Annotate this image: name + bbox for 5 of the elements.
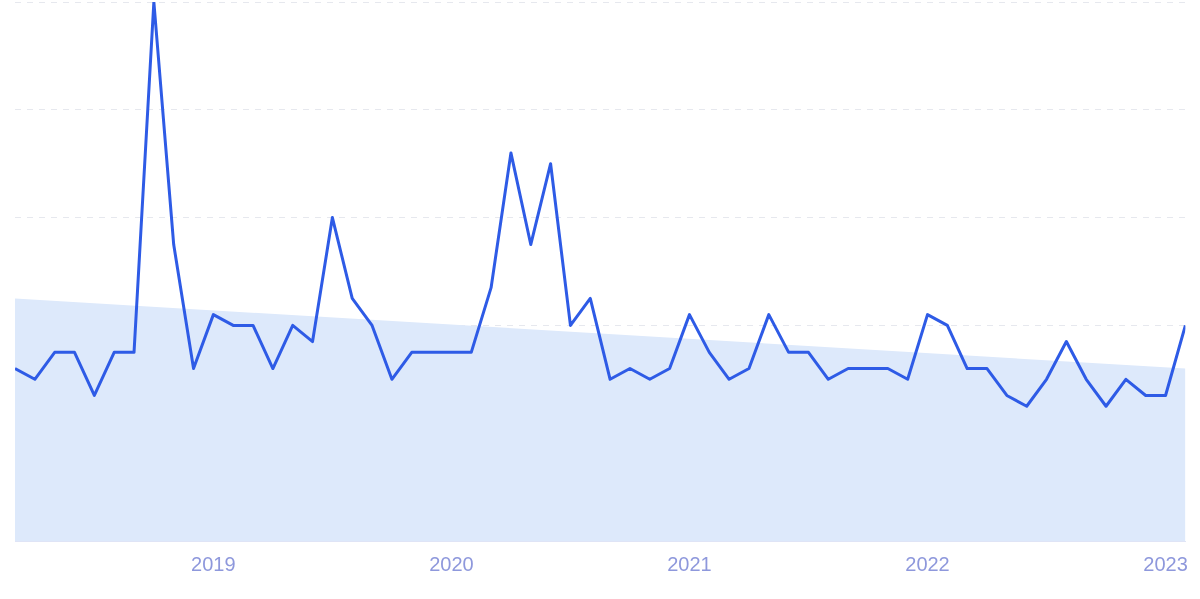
x-tick-label: 2022 xyxy=(905,552,950,575)
x-tick-label: 2020 xyxy=(429,552,474,575)
x-tick-label: 2019 xyxy=(191,552,236,575)
x-tick-label: 2023 xyxy=(1143,552,1188,575)
x-tick-label: 2021 xyxy=(667,552,712,575)
